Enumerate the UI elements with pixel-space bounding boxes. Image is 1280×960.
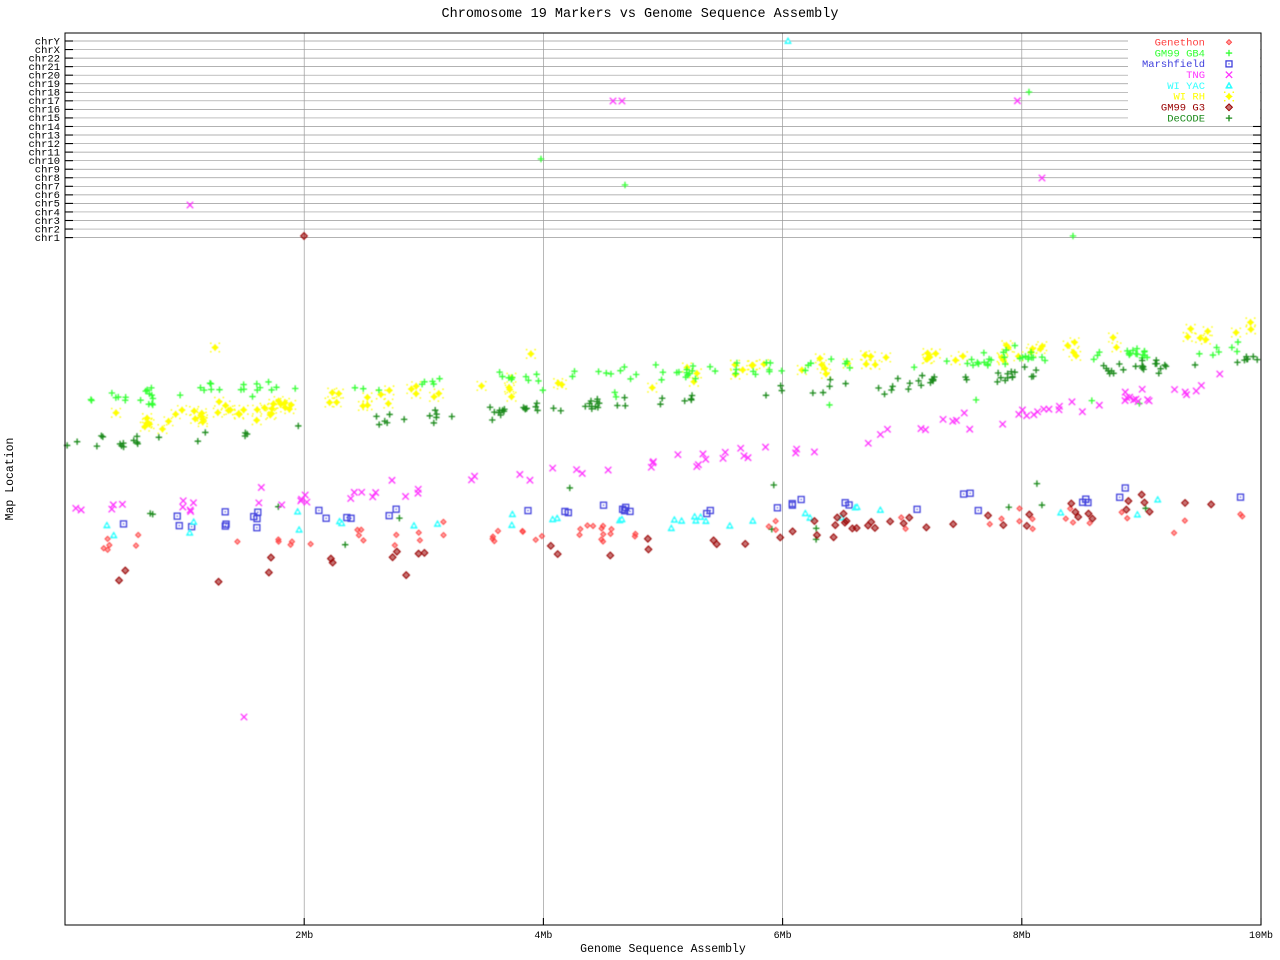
svg-text:2Mb: 2Mb	[295, 930, 313, 942]
svg-text:6Mb: 6Mb	[774, 930, 792, 942]
svg-text:8Mb: 8Mb	[1013, 930, 1031, 942]
svg-text:chr1: chr1	[35, 233, 60, 245]
svg-text:Map Location: Map Location	[4, 438, 17, 521]
svg-text:Chromosome 19 Markers vs Genom: Chromosome 19 Markers vs Genome Sequence…	[442, 7, 839, 22]
svg-text:Genome Sequence Assembly: Genome Sequence Assembly	[580, 943, 746, 956]
svg-text:10Mb: 10Mb	[1249, 930, 1273, 942]
svg-text:4Mb: 4Mb	[534, 930, 552, 942]
svg-text:DeCODE: DeCODE	[1167, 113, 1205, 125]
